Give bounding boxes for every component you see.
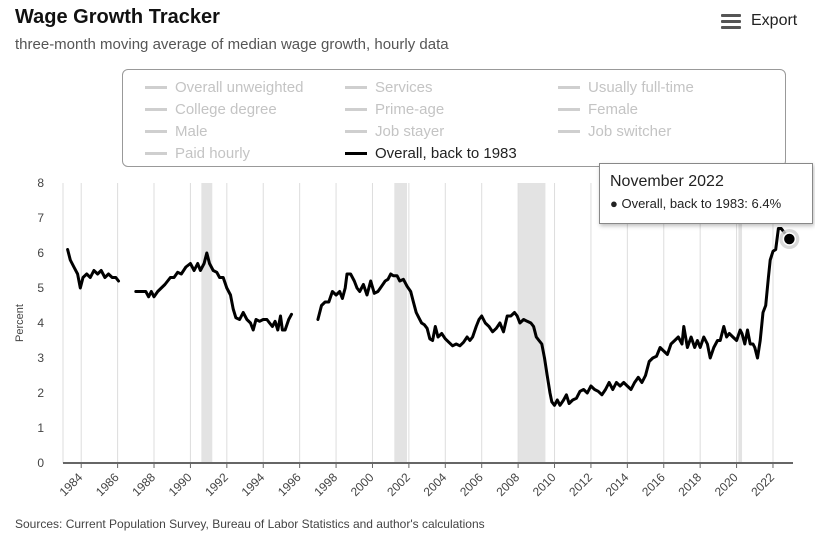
recession-band — [201, 183, 213, 463]
series-line-segment — [134, 251, 293, 332]
legend-label: Job switcher — [588, 123, 672, 140]
legend-label: Overall, back to 1983 — [375, 145, 517, 162]
legend-label: Prime-age — [375, 101, 445, 118]
y-axis-label: Percent — [14, 304, 26, 342]
legend-swatch — [145, 108, 167, 111]
x-tick-label: 2022 — [748, 470, 777, 499]
x-tick-label: 2020 — [712, 470, 741, 499]
x-tick-label: 2008 — [493, 470, 522, 499]
legend-label: Female — [588, 101, 639, 118]
legend-item-prime-age[interactable]: Prime-age — [345, 101, 444, 118]
legend-label: College degree — [175, 101, 277, 118]
legend-swatch — [345, 130, 367, 133]
x-tick-label: 2014 — [603, 470, 632, 499]
highlight-point — [782, 232, 797, 246]
y-tick-label: 5 — [37, 281, 44, 295]
x-tick-label: 1984 — [57, 470, 86, 499]
legend-item-overall-back-to-1983[interactable]: Overall, back to 1983 — [345, 145, 517, 162]
legend-label: Paid hourly — [175, 145, 251, 162]
y-tick-label: 0 — [37, 456, 44, 470]
source-note: Sources: Current Population Survey, Bure… — [15, 517, 485, 531]
recession-band — [394, 183, 408, 463]
legend-label: Job stayer — [375, 123, 445, 140]
y-tick-label: 4 — [37, 316, 44, 330]
x-tick-label: 1998 — [311, 470, 340, 499]
x-tick-label: 1986 — [93, 470, 122, 499]
x-tick-label: 1988 — [129, 470, 158, 499]
legend-item-overall-unweighted[interactable]: Overall unweighted — [145, 79, 303, 96]
legend-swatch — [145, 130, 167, 133]
chart-title: Wage Growth Tracker — [15, 6, 220, 28]
legend-item-job-switcher[interactable]: Job switcher — [558, 123, 671, 140]
x-tick-label: 2004 — [421, 470, 450, 499]
chart-subtitle: three-month moving average of median wag… — [15, 36, 449, 53]
x-tick-label: 1992 — [202, 470, 231, 499]
legend-label: Overall unweighted — [175, 79, 304, 96]
y-tick-label: 6 — [37, 246, 44, 260]
tooltip: November 2022 ● Overall, back to 1983: 6… — [599, 163, 813, 224]
y-tick-label: 8 — [37, 176, 44, 190]
recession-band — [738, 183, 743, 463]
legend-label: Male — [175, 123, 208, 140]
x-tick-label: 2016 — [639, 470, 668, 499]
y-tick-label: 7 — [37, 211, 44, 225]
legend-swatch — [345, 108, 367, 111]
legend-swatch — [558, 108, 580, 111]
legend-item-usually-full-time[interactable]: Usually full-time — [558, 79, 694, 96]
x-tick-label: 2000 — [348, 470, 377, 499]
y-tick-label: 3 — [37, 351, 44, 365]
export-label: Export — [751, 12, 798, 29]
x-tick-label: 1996 — [275, 470, 304, 499]
legend-swatch — [345, 86, 367, 89]
legend-item-job-stayer[interactable]: Job stayer — [345, 123, 444, 140]
tooltip-title: November 2022 — [610, 173, 724, 190]
y-tick-label: 1 — [37, 421, 44, 435]
y-tick-label: 2 — [37, 386, 44, 400]
x-tick-label: 2006 — [457, 470, 486, 499]
x-tick-label: 2018 — [675, 470, 704, 499]
legend-item-services[interactable]: Services — [345, 79, 433, 96]
legend-swatch — [145, 152, 167, 155]
tooltip-value: ● Overall, back to 1983: 6.4% — [610, 196, 782, 211]
export-button[interactable]: Export — [721, 12, 797, 30]
legend-item-college-degree[interactable]: College degree — [145, 101, 277, 118]
legend-swatch — [145, 86, 167, 89]
legend-label: Services — [375, 79, 433, 96]
legend-item-male[interactable]: Male — [145, 123, 208, 140]
x-tick-label: 2012 — [566, 470, 595, 499]
legend-swatch — [558, 130, 580, 133]
legend-swatch — [345, 152, 367, 155]
series-line-segment — [66, 248, 120, 290]
hamburger-menu-icon — [721, 13, 741, 29]
legend-swatch — [558, 86, 580, 89]
series-line-segment — [316, 227, 791, 407]
x-tick-label: 1994 — [239, 470, 268, 499]
x-tick-label: 2010 — [530, 470, 559, 499]
legend-item-paid-hourly[interactable]: Paid hourly — [145, 145, 250, 162]
x-tick-label: 1990 — [166, 470, 195, 499]
legend-item-female[interactable]: Female — [558, 101, 638, 118]
legend-label: Usually full-time — [588, 79, 694, 96]
x-tick-label: 2002 — [384, 470, 413, 499]
legend: Overall unweighted Services Usually full… — [122, 69, 786, 167]
